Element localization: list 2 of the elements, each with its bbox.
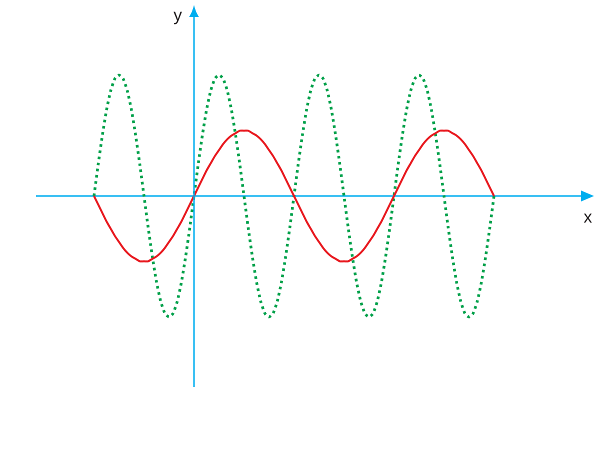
y-axis-title: y: [174, 12, 182, 24]
text: x: [584, 214, 592, 223]
